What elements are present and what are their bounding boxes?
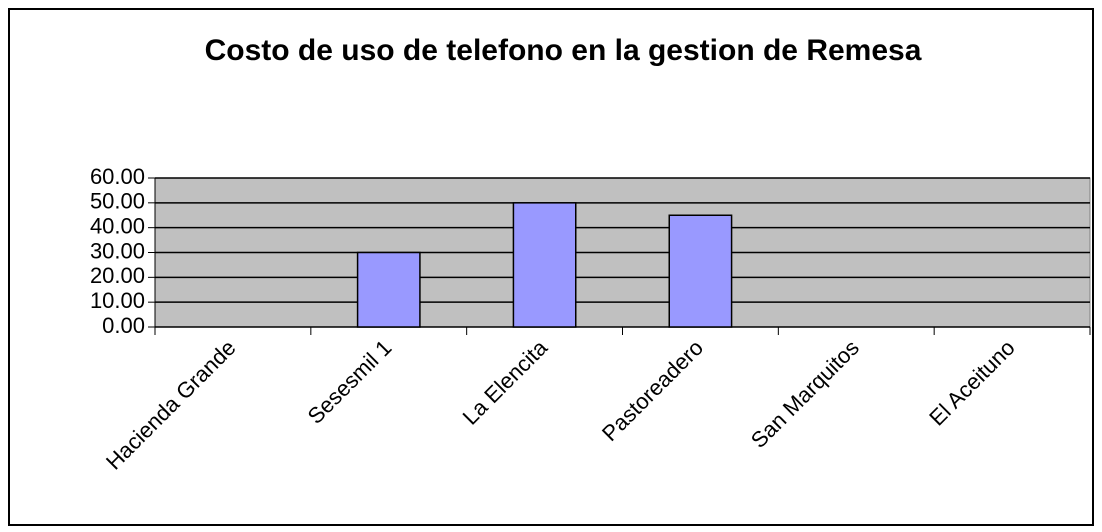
bar bbox=[512, 202, 577, 328]
y-tick-label: 0.00 bbox=[102, 313, 145, 338]
bar bbox=[356, 251, 421, 328]
y-tick-label: 30.00 bbox=[90, 238, 145, 263]
y-tick-label: 50.00 bbox=[90, 189, 145, 214]
chart-title: Costo de uso de telefono en la gestion d… bbox=[204, 34, 922, 67]
y-tick-label: 20.00 bbox=[90, 263, 145, 288]
y-tick-label: 40.00 bbox=[90, 213, 145, 238]
y-tick-label: 60.00 bbox=[90, 164, 145, 189]
y-tick-label: 10.00 bbox=[90, 288, 145, 313]
bar bbox=[668, 214, 733, 328]
